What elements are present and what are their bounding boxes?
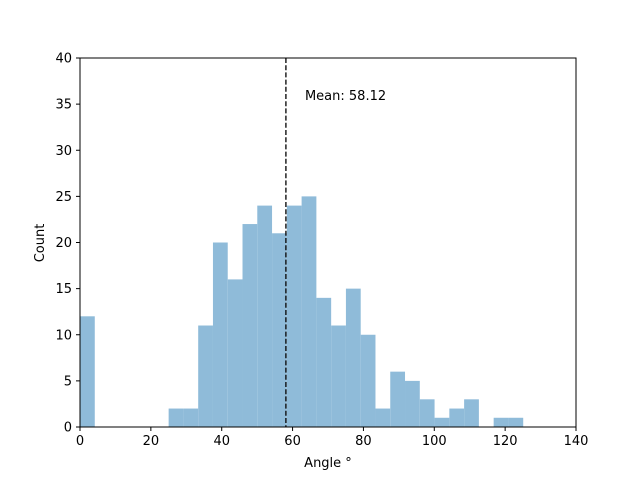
histogram-bars (80, 196, 524, 428)
histogram-bar (508, 417, 524, 427)
histogram-bar (316, 297, 332, 427)
x-tick-label: 60 (284, 434, 301, 449)
histogram-bar (257, 205, 273, 427)
x-tick-label: 100 (422, 434, 447, 449)
y-axis-ticks: 0 5 10 15 20 25 30 35 40 (55, 52, 80, 436)
histogram-bar (198, 325, 213, 427)
histogram-bar (242, 224, 258, 427)
x-tick-label: 20 (143, 434, 160, 449)
histogram-bar (168, 408, 184, 427)
histogram-bar (183, 408, 199, 427)
histogram-bar (375, 408, 391, 427)
y-tick-label: 10 (55, 328, 72, 343)
y-tick-label: 30 (55, 144, 72, 159)
x-tick-label: 140 (564, 434, 589, 449)
x-axis-label: Angle ° (304, 456, 352, 471)
y-tick-label: 15 (55, 282, 72, 297)
y-tick-label: 40 (55, 52, 72, 67)
histogram-bar (212, 242, 228, 427)
histogram-bar (419, 399, 435, 427)
x-axis-ticks: 0 20 40 60 80 100 120 140 (76, 427, 589, 449)
histogram-bar (360, 334, 376, 427)
histogram-bar (227, 279, 243, 427)
histogram-bar (331, 325, 346, 427)
histogram-bar (449, 408, 465, 427)
x-tick-label: 40 (213, 434, 230, 449)
mean-annotation: Mean: 58.12 (305, 89, 386, 104)
histogram-bar (405, 380, 420, 428)
y-tick-label: 35 (55, 98, 72, 113)
y-axis-label: Count (33, 224, 48, 263)
y-tick-label: 20 (55, 236, 72, 251)
y-tick-label: 0 (64, 421, 72, 436)
y-tick-label: 25 (55, 190, 72, 205)
histogram-bar (286, 205, 302, 427)
histogram-bar (464, 399, 479, 427)
histogram-bar (80, 316, 95, 427)
x-tick-label: 120 (493, 434, 518, 449)
histogram-bar (345, 288, 361, 428)
histogram-bar (301, 196, 317, 428)
histogram-bar (272, 233, 287, 427)
x-tick-label: 80 (355, 434, 372, 449)
histogram-bar (493, 417, 509, 427)
y-tick-label: 5 (64, 374, 72, 389)
x-tick-label: 0 (76, 434, 84, 449)
histogram-bar (434, 417, 450, 427)
histogram-bar (390, 371, 406, 427)
